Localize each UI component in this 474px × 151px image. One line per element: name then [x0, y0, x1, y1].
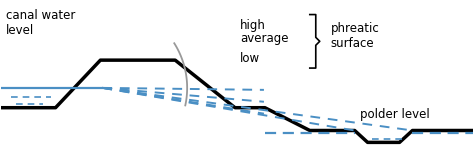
Text: phreatic
surface: phreatic surface	[331, 22, 380, 50]
Text: polder level: polder level	[360, 108, 429, 121]
Text: low: low	[240, 52, 260, 65]
Text: canal water
level: canal water level	[6, 9, 75, 37]
Text: average: average	[240, 32, 289, 45]
Text: high: high	[240, 19, 266, 32]
